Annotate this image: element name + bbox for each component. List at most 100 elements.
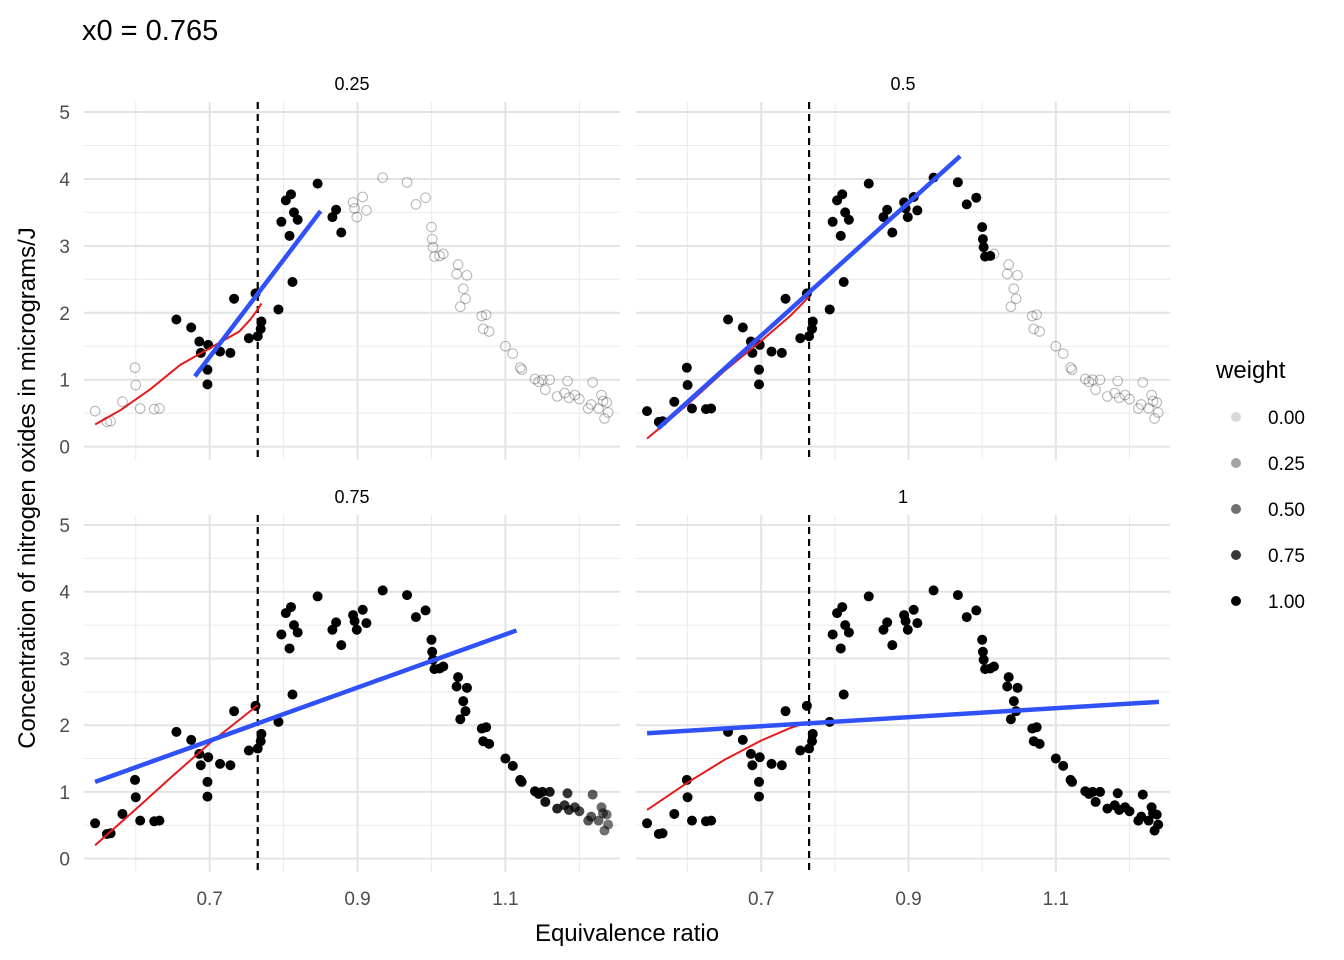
data-point (410, 612, 421, 623)
data-point (593, 815, 604, 826)
data-point (737, 322, 748, 333)
data-point (292, 627, 303, 638)
data-point (451, 681, 462, 692)
data-point (276, 629, 287, 640)
data-point (1152, 407, 1164, 418)
data-point (544, 374, 556, 386)
data-point (461, 682, 472, 693)
facet-panel-0.25: 0.25 0 1 2 3 4 5 (59, 74, 620, 460)
data-point (1102, 391, 1113, 402)
data-point (837, 602, 848, 613)
data-point (723, 314, 734, 325)
data-point (843, 627, 854, 638)
data-point (105, 828, 116, 839)
data-point (706, 815, 717, 826)
data-point (437, 248, 449, 260)
y-tick-label: 5 (59, 103, 70, 124)
data-point (596, 389, 607, 401)
facet-strip-label: 0.5 (890, 74, 915, 94)
legend-entry-label: 0.50 (1268, 500, 1305, 521)
x-axis-label: Equivalence ratio (535, 920, 719, 947)
data-point (593, 403, 604, 414)
data-point (657, 828, 668, 839)
data-point (135, 815, 146, 826)
data-point (1005, 714, 1016, 725)
data-point (331, 204, 342, 215)
data-point (349, 203, 360, 214)
data-point (203, 752, 214, 763)
data-point (453, 672, 464, 683)
data-point (1137, 789, 1148, 800)
data-point (988, 661, 999, 672)
data-point (1028, 323, 1040, 335)
data-point (483, 326, 495, 337)
data-point (500, 753, 511, 764)
facet-panel-0.5: 0.5 (636, 74, 1170, 460)
data-point (780, 706, 791, 717)
legend-entry-label: 0.00 (1268, 408, 1305, 429)
data-point (977, 646, 988, 657)
data-point (559, 387, 570, 399)
data-point (1002, 681, 1013, 692)
data-point (429, 251, 440, 262)
data-point (602, 407, 614, 418)
data-point (1136, 811, 1147, 822)
data-point (90, 818, 101, 829)
data-point (420, 192, 431, 204)
data-point (838, 689, 849, 700)
facet-strip-label: 0.25 (334, 74, 369, 94)
data-point (1050, 753, 1061, 764)
data-point (747, 760, 758, 771)
data-point (186, 322, 197, 333)
data-point (286, 189, 297, 200)
data-point (458, 696, 469, 707)
data-point (171, 726, 182, 737)
chart-title: x0 = 0.765 (82, 15, 218, 47)
data-point (585, 399, 597, 410)
data-point (587, 789, 598, 800)
data-point (912, 205, 923, 216)
data-point (514, 362, 526, 374)
weight-legend: weight 0.00 0.25 0.50 0.75 1.00 (1215, 357, 1305, 613)
x-tick-label: 0.9 (344, 889, 370, 910)
data-point (194, 336, 205, 347)
data-point (882, 204, 893, 215)
data-point (516, 776, 527, 787)
data-point (284, 230, 295, 241)
legend-key-point (1231, 596, 1241, 606)
local-fit-line (94, 704, 259, 847)
data-point (1034, 326, 1045, 337)
data-point (795, 745, 806, 756)
data-point (1058, 760, 1069, 771)
data-point (912, 618, 923, 629)
data-point (835, 643, 846, 654)
data-point (551, 391, 563, 402)
data-point (642, 818, 653, 829)
data-point (420, 605, 431, 616)
data-point (312, 591, 323, 602)
data-point (1034, 738, 1045, 749)
data-point (286, 602, 297, 613)
x-tick-label: 1.1 (492, 889, 518, 910)
data-point (361, 618, 372, 629)
data-point (202, 379, 213, 390)
data-point (766, 346, 777, 357)
data-point (273, 304, 284, 315)
data-point (461, 269, 473, 281)
data-point (229, 293, 240, 304)
data-point (562, 375, 573, 387)
data-point (117, 396, 128, 408)
data-point (202, 776, 213, 787)
data-point (669, 808, 680, 819)
data-point (1031, 722, 1042, 733)
data-point (573, 393, 585, 405)
data-point (902, 212, 913, 223)
data-point (351, 624, 362, 635)
data-point (1005, 301, 1017, 313)
data-point (928, 585, 939, 596)
linear-fit-line (646, 699, 1160, 736)
data-point (569, 389, 581, 401)
facet-panel-0.75: 0.75 0 1 2 3 4 5 0.7 0.9 1.1 (59, 487, 620, 910)
data-point (451, 268, 462, 280)
